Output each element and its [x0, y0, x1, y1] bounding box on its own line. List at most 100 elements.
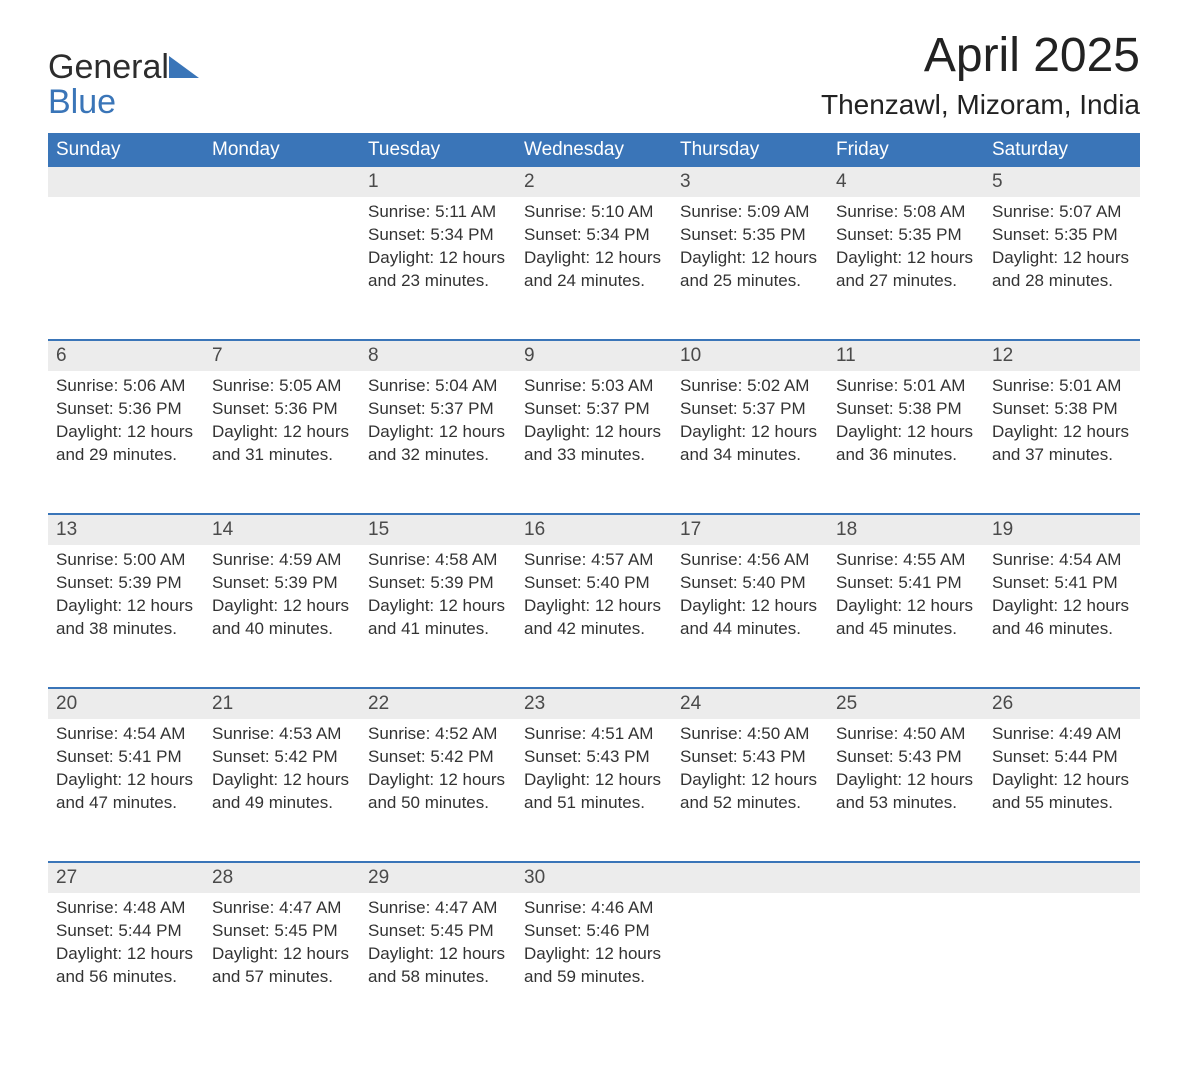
day-body-row: Sunrise: 5:11 AMSunset: 5:34 PMDaylight:… [48, 197, 1140, 311]
daylight-line: Daylight: 12 hours and 53 minutes. [836, 769, 976, 815]
day-cell: Sunrise: 5:04 AMSunset: 5:37 PMDaylight:… [360, 371, 516, 485]
calendar-body: 12345Sunrise: 5:11 AMSunset: 5:34 PMDayl… [48, 167, 1140, 1007]
day-number-cell [204, 167, 360, 197]
day-cell: Sunrise: 4:50 AMSunset: 5:43 PMDaylight:… [672, 719, 828, 833]
sunset-line: Sunset: 5:42 PM [368, 746, 508, 769]
day-number-row: 13141516171819 [48, 514, 1140, 545]
day-header: Saturday [984, 133, 1140, 167]
daylight-line: Daylight: 12 hours and 24 minutes. [524, 247, 664, 293]
daylight-line: Daylight: 12 hours and 47 minutes. [56, 769, 196, 815]
day-number-cell: 25 [828, 688, 984, 719]
sunset-line: Sunset: 5:43 PM [680, 746, 820, 769]
day-number-cell: 11 [828, 340, 984, 371]
day-cell: Sunrise: 4:47 AMSunset: 5:45 PMDaylight:… [204, 893, 360, 1007]
day-number-cell: 22 [360, 688, 516, 719]
sunrise-line: Sunrise: 4:47 AM [212, 897, 352, 920]
day-cell: Sunrise: 4:50 AMSunset: 5:43 PMDaylight:… [828, 719, 984, 833]
daylight-line: Daylight: 12 hours and 56 minutes. [56, 943, 196, 989]
sunrise-line: Sunrise: 5:01 AM [836, 375, 976, 398]
day-number-cell: 6 [48, 340, 204, 371]
sunrise-line: Sunrise: 4:56 AM [680, 549, 820, 572]
day-number-cell: 21 [204, 688, 360, 719]
month-title: April 2025 [821, 28, 1140, 83]
day-number-cell: 19 [984, 514, 1140, 545]
day-number-cell: 14 [204, 514, 360, 545]
day-number-cell: 30 [516, 862, 672, 893]
sunrise-line: Sunrise: 5:00 AM [56, 549, 196, 572]
day-cell: Sunrise: 4:47 AMSunset: 5:45 PMDaylight:… [360, 893, 516, 1007]
day-number-cell: 5 [984, 167, 1140, 197]
daylight-line: Daylight: 12 hours and 52 minutes. [680, 769, 820, 815]
day-number-cell: 8 [360, 340, 516, 371]
day-number-cell: 20 [48, 688, 204, 719]
day-number-cell: 10 [672, 340, 828, 371]
sunrise-line: Sunrise: 5:01 AM [992, 375, 1132, 398]
day-cell: Sunrise: 4:54 AMSunset: 5:41 PMDaylight:… [984, 545, 1140, 659]
day-header: Friday [828, 133, 984, 167]
sunrise-line: Sunrise: 5:06 AM [56, 375, 196, 398]
day-cell: Sunrise: 4:57 AMSunset: 5:40 PMDaylight:… [516, 545, 672, 659]
daylight-line: Daylight: 12 hours and 50 minutes. [368, 769, 508, 815]
day-header: Monday [204, 133, 360, 167]
day-header: Wednesday [516, 133, 672, 167]
sunset-line: Sunset: 5:35 PM [992, 224, 1132, 247]
day-cell [204, 197, 360, 311]
day-body-row: Sunrise: 4:48 AMSunset: 5:44 PMDaylight:… [48, 893, 1140, 1007]
week-separator [48, 833, 1140, 862]
sunset-line: Sunset: 5:46 PM [524, 920, 664, 943]
sunrise-line: Sunrise: 4:54 AM [56, 723, 196, 746]
day-cell: Sunrise: 4:55 AMSunset: 5:41 PMDaylight:… [828, 545, 984, 659]
calendar-table: SundayMondayTuesdayWednesdayThursdayFrid… [48, 133, 1140, 1007]
sunset-line: Sunset: 5:45 PM [212, 920, 352, 943]
sunset-line: Sunset: 5:36 PM [212, 398, 352, 421]
day-body-row: Sunrise: 4:54 AMSunset: 5:41 PMDaylight:… [48, 719, 1140, 833]
week-separator [48, 659, 1140, 688]
daylight-line: Daylight: 12 hours and 32 minutes. [368, 421, 508, 467]
day-cell: Sunrise: 4:52 AMSunset: 5:42 PMDaylight:… [360, 719, 516, 833]
brand-mark-icon [169, 48, 199, 86]
sunrise-line: Sunrise: 4:59 AM [212, 549, 352, 572]
day-number-cell [984, 862, 1140, 893]
sunrise-line: Sunrise: 4:58 AM [368, 549, 508, 572]
sunrise-line: Sunrise: 4:50 AM [836, 723, 976, 746]
day-number-cell: 13 [48, 514, 204, 545]
header-bar: General Blue April 2025 Thenzawl, Mizora… [48, 28, 1140, 121]
day-cell: Sunrise: 5:03 AMSunset: 5:37 PMDaylight:… [516, 371, 672, 485]
sunrise-line: Sunrise: 5:10 AM [524, 201, 664, 224]
daylight-line: Daylight: 12 hours and 25 minutes. [680, 247, 820, 293]
day-number-cell: 23 [516, 688, 672, 719]
day-cell: Sunrise: 4:58 AMSunset: 5:39 PMDaylight:… [360, 545, 516, 659]
location-subtitle: Thenzawl, Mizoram, India [821, 89, 1140, 121]
daylight-line: Daylight: 12 hours and 40 minutes. [212, 595, 352, 641]
sunrise-line: Sunrise: 4:46 AM [524, 897, 664, 920]
day-body-row: Sunrise: 5:00 AMSunset: 5:39 PMDaylight:… [48, 545, 1140, 659]
sunset-line: Sunset: 5:37 PM [524, 398, 664, 421]
sunset-line: Sunset: 5:43 PM [836, 746, 976, 769]
calendar-page: General Blue April 2025 Thenzawl, Mizora… [0, 0, 1188, 1067]
daylight-line: Daylight: 12 hours and 41 minutes. [368, 595, 508, 641]
sunrise-line: Sunrise: 4:54 AM [992, 549, 1132, 572]
day-number-cell: 24 [672, 688, 828, 719]
brand-name-line2: Blue [48, 83, 116, 121]
day-cell: Sunrise: 5:01 AMSunset: 5:38 PMDaylight:… [984, 371, 1140, 485]
day-number-cell: 4 [828, 167, 984, 197]
day-cell [828, 893, 984, 1007]
sunrise-line: Sunrise: 4:52 AM [368, 723, 508, 746]
calendar-header-row: SundayMondayTuesdayWednesdayThursdayFrid… [48, 133, 1140, 167]
day-cell: Sunrise: 5:08 AMSunset: 5:35 PMDaylight:… [828, 197, 984, 311]
day-number-cell: 27 [48, 862, 204, 893]
day-cell: Sunrise: 5:10 AMSunset: 5:34 PMDaylight:… [516, 197, 672, 311]
daylight-line: Daylight: 12 hours and 46 minutes. [992, 595, 1132, 641]
day-header: Sunday [48, 133, 204, 167]
daylight-line: Daylight: 12 hours and 28 minutes. [992, 247, 1132, 293]
sunset-line: Sunset: 5:41 PM [56, 746, 196, 769]
sunrise-line: Sunrise: 5:08 AM [836, 201, 976, 224]
daylight-line: Daylight: 12 hours and 31 minutes. [212, 421, 352, 467]
day-number-cell: 29 [360, 862, 516, 893]
daylight-line: Daylight: 12 hours and 29 minutes. [56, 421, 196, 467]
day-cell: Sunrise: 4:59 AMSunset: 5:39 PMDaylight:… [204, 545, 360, 659]
sunrise-line: Sunrise: 4:47 AM [368, 897, 508, 920]
sunset-line: Sunset: 5:34 PM [524, 224, 664, 247]
daylight-line: Daylight: 12 hours and 36 minutes. [836, 421, 976, 467]
daylight-line: Daylight: 12 hours and 59 minutes. [524, 943, 664, 989]
